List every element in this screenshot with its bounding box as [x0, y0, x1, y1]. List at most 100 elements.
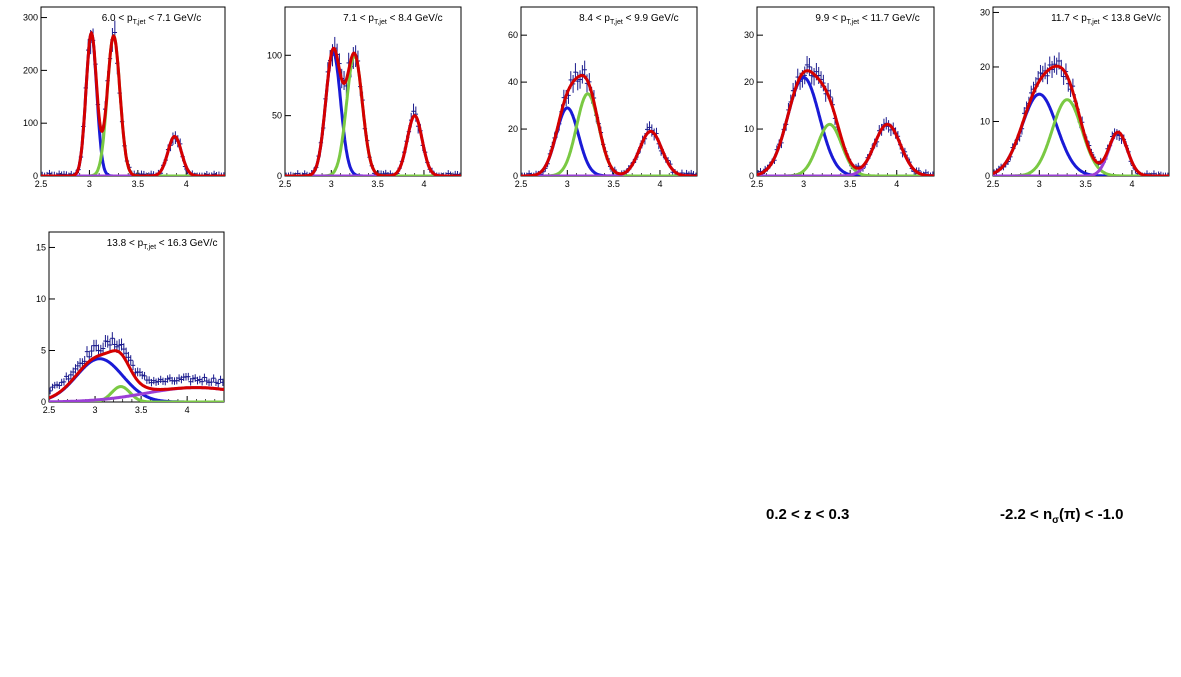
title-sub: T,jet [1087, 19, 1100, 26]
plot-area [521, 60, 697, 176]
x-tick-label: 4 [657, 179, 662, 189]
x-tick-label: 3 [1037, 179, 1042, 189]
plot-frame [520, 6, 698, 177]
title-hi: < 8.4 GeV/c [387, 13, 443, 24]
nsigma-symbol: n [1042, 506, 1053, 523]
y-tick-label: 0 [749, 171, 754, 181]
title-hi: < 9.9 GeV/c [623, 13, 679, 24]
x-tick-label: 2.5 [515, 179, 528, 189]
title-symbol: p [604, 13, 610, 24]
y-tick-label: 10 [980, 116, 990, 126]
y-tick-label: 300 [23, 13, 38, 23]
title-lo: 8.4 < [579, 13, 604, 24]
fit-total-curve [521, 74, 697, 176]
chart-panel: 2.5 3 3.5 4 0 10 20 30 11.7 < pT,jet < 13.8 GeV/… [980, 6, 1170, 189]
title-hi: < 11.7 GeV/c [859, 13, 920, 24]
y-tick-label: 20 [508, 124, 518, 134]
x-tick-label: 3 [801, 179, 806, 189]
y-tick-label: 30 [980, 7, 990, 17]
y-tick-label: 0 [985, 171, 990, 181]
x-tick-label: 3.5 [1079, 179, 1092, 189]
title-sub: T,jet [133, 19, 146, 26]
y-tick-label: 15 [36, 242, 46, 252]
title-symbol: p [368, 13, 374, 24]
fit-total-curve [993, 64, 1169, 176]
title-sub: T,jet [610, 19, 623, 26]
nsigma-sub: σ [1052, 515, 1059, 526]
x-tick-label: 2.5 [35, 179, 48, 189]
y-tick-label: 10 [36, 294, 46, 304]
panel-title: 6.0 < pT,jet < 7.1 GeV/c [102, 13, 202, 26]
x-tick-label: 3.5 [132, 179, 145, 189]
title-sub: T,jet [846, 19, 859, 26]
title-lo: 6.0 < [102, 13, 127, 24]
title-lo: 7.1 < [343, 13, 368, 24]
panel-title: 7.1 < pT,jet < 8.4 GeV/c [343, 13, 443, 26]
title-hi: < 16.3 GeV/c [156, 238, 217, 249]
fit-total-curve [41, 30, 225, 176]
y-tick-label: 10 [744, 124, 754, 134]
title-sub: T,jet [374, 19, 387, 26]
y-tick-label: 40 [508, 77, 518, 87]
x-tick-label: 4 [184, 179, 189, 189]
nsigma-range-label: -2.2 < nσ(π) < -1.0 [1000, 506, 1124, 526]
title-hi: < 7.1 GeV/c [145, 13, 201, 24]
chart-panel: 2.5 3 3.5 4 0 50 100 7.1 < pT,jet < 8.4 GeV/c [267, 6, 462, 189]
x-tick-label: 3 [329, 179, 334, 189]
x-tick-label: 3.5 [607, 179, 620, 189]
z-range-label: 0.2 < z < 0.3 [766, 506, 850, 523]
nsigma-hi: -1.0 [1097, 506, 1124, 523]
y-tick-label: 60 [508, 30, 518, 40]
x-tick-label: 3.5 [371, 179, 384, 189]
y-tick-label: 100 [23, 118, 38, 128]
chart-panel: 2.5 3 3.5 4 0 10 20 30 9.9 < pT,jet < 11.7 GeV/c [744, 6, 935, 189]
y-tick-label: 0 [33, 171, 38, 181]
plot-frame [284, 6, 462, 177]
title-lo: 13.8 < [107, 238, 138, 249]
plot-area [285, 36, 461, 176]
title-symbol: p [138, 238, 144, 249]
x-tick-label: 2.5 [987, 179, 1000, 189]
y-tick-label: 5 [41, 345, 46, 355]
title-symbol: p [1081, 13, 1087, 24]
title-symbol: p [841, 13, 847, 24]
y-tick-label: 50 [272, 111, 282, 121]
title-lo: 11.7 < [1051, 13, 1081, 24]
plot-area [41, 20, 225, 176]
panel-title: 13.8 < pT,jet < 16.3 GeV/c [107, 238, 218, 251]
panel-title: 9.9 < pT,jet < 11.7 GeV/c [815, 13, 919, 26]
x-tick-label: 3.5 [135, 405, 148, 415]
y-tick-label: 20 [980, 62, 990, 72]
nsigma-particle: (π) [1058, 506, 1081, 523]
y-tick-label: 200 [23, 65, 38, 75]
fit-total-curve [49, 349, 224, 400]
plot-frame [992, 6, 1170, 177]
x-tick-label: 2.5 [279, 179, 292, 189]
y-tick-label: 100 [267, 50, 282, 60]
plot-frame [40, 6, 226, 177]
fit-component-curve [49, 384, 224, 402]
x-tick-label: 2.5 [43, 405, 56, 415]
y-tick-label: 30 [744, 30, 754, 40]
title-sub: T,jet [143, 244, 156, 251]
x-tick-label: 4 [421, 179, 426, 189]
y-tick-label: 0 [41, 397, 46, 407]
x-tick-label: 4 [185, 405, 190, 415]
y-tick-label: 0 [277, 171, 282, 181]
panel-title: 8.4 < pT,jet < 9.9 GeV/c [579, 13, 679, 26]
y-tick-label: 20 [744, 77, 754, 87]
chart-panel: 2.5 3 3.5 4 0 100 200 300 6.0 < pT,jet < 7.1 GeV… [23, 6, 226, 189]
x-tick-label: 3 [565, 179, 570, 189]
x-tick-label: 4 [894, 179, 899, 189]
x-tick-label: 3.5 [844, 179, 857, 189]
plot-area [757, 56, 934, 176]
x-tick-label: 2.5 [751, 179, 764, 189]
panel-title: 11.7 < pT,jet < 13.8 GeV/c [1051, 13, 1161, 26]
x-tick-label: 3 [87, 179, 92, 189]
title-symbol: p [127, 13, 133, 24]
title-lo: 9.9 < [815, 13, 840, 24]
y-tick-label: 0 [513, 171, 518, 181]
x-tick-label: 4 [1129, 179, 1134, 189]
